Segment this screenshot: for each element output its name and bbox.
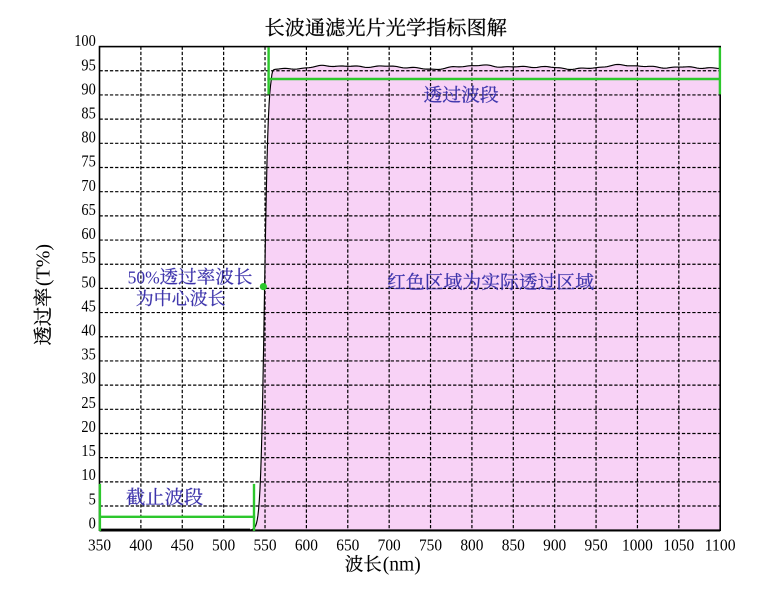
svg-text:95: 95 (81, 55, 95, 74)
svg-text:55: 55 (81, 248, 95, 267)
svg-text:30: 30 (81, 369, 95, 388)
svg-text:700: 700 (378, 536, 401, 555)
svg-text:35: 35 (81, 345, 95, 364)
svg-text:750: 750 (419, 536, 442, 555)
svg-text:900: 900 (543, 536, 566, 555)
svg-text:1100: 1100 (705, 536, 736, 555)
svg-text:100: 100 (74, 31, 96, 50)
svg-text:(T%): (T%) (33, 244, 55, 286)
svg-text:650: 650 (336, 536, 359, 555)
svg-text:25: 25 (81, 393, 95, 412)
svg-text:500: 500 (212, 536, 235, 555)
svg-text:0: 0 (89, 513, 96, 532)
svg-text:45: 45 (81, 296, 95, 315)
svg-text:80: 80 (81, 128, 95, 147)
svg-text:10: 10 (81, 465, 95, 484)
svg-text:40: 40 (81, 321, 95, 340)
svg-text:50: 50 (81, 272, 95, 291)
svg-text:800: 800 (460, 536, 483, 555)
svg-text:65: 65 (81, 200, 95, 219)
svg-text:85: 85 (81, 104, 95, 123)
svg-text:60: 60 (81, 224, 95, 243)
svg-text:1000: 1000 (622, 536, 653, 555)
svg-text:550: 550 (253, 536, 276, 555)
svg-text:5: 5 (89, 489, 96, 508)
svg-text:50%: 50% (128, 268, 160, 288)
svg-text:70: 70 (81, 176, 95, 195)
svg-text:950: 950 (585, 536, 608, 555)
svg-text:1050: 1050 (663, 536, 694, 555)
svg-text:400: 400 (129, 536, 152, 555)
svg-text:20: 20 (81, 417, 95, 436)
svg-text:850: 850 (502, 536, 525, 555)
svg-text:75: 75 (81, 152, 95, 171)
svg-text:(nm): (nm) (383, 555, 421, 576)
svg-text:350: 350 (88, 536, 111, 555)
svg-text:15: 15 (81, 441, 95, 460)
svg-text:600: 600 (295, 536, 318, 555)
svg-text:450: 450 (171, 536, 194, 555)
svg-text:90: 90 (81, 79, 95, 98)
